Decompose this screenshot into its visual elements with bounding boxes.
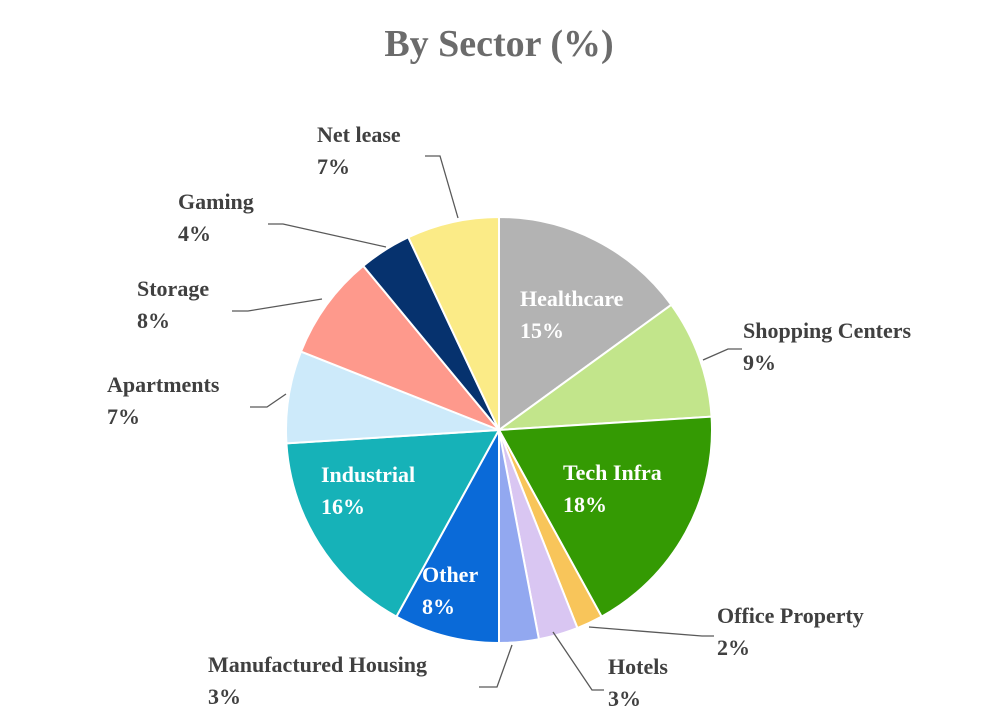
leader-line-storage <box>232 298 323 312</box>
data-label-gaming: Gaming 4% <box>178 189 254 246</box>
slice-other <box>395 429 500 645</box>
slice-storage <box>299 264 500 431</box>
data-label-office-property: Office Property 2% <box>717 603 864 660</box>
slice-healthcare <box>498 215 673 432</box>
data-label-net-lease: Net lease 7% <box>317 122 401 179</box>
data-label-manufactured-housing: Manufactured Housing 3% <box>208 652 427 709</box>
leader-line-shopping-centers <box>702 348 742 361</box>
data-label-apartments: Apartments 7% <box>107 372 220 429</box>
data-label-other: Other 8% <box>422 562 478 619</box>
leader-line-gaming <box>268 223 387 248</box>
data-label-tech-infra: Tech Infra 18% <box>563 460 662 517</box>
leader-line-hotels <box>552 631 604 691</box>
slice-net-lease <box>406 215 500 431</box>
leader-line-apartments <box>250 393 287 408</box>
data-label-shopping-centers: Shopping Centers 9% <box>743 318 912 375</box>
slice-shopping-centers <box>495 303 713 432</box>
leader-line-net-lease <box>425 155 459 219</box>
data-label-industrial: Industrial 16% <box>321 462 415 519</box>
slice-industrial <box>285 428 501 619</box>
data-label-hotels: Hotels 3% <box>608 654 668 711</box>
data-label-healthcare: Healthcare 15% <box>520 286 624 343</box>
leader-line-manufactured-housing <box>479 644 513 688</box>
chart-title: By Sector (%) <box>384 23 614 65</box>
slice-tech-infra <box>497 415 713 619</box>
data-label-storage: Storage 8% <box>137 276 209 333</box>
leader-line-office-property <box>588 626 714 637</box>
